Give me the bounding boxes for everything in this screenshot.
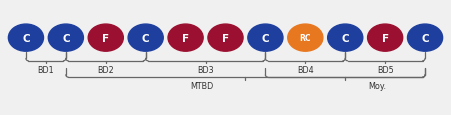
Text: C: C	[421, 33, 429, 43]
Text: RC: RC	[299, 34, 311, 43]
Text: C: C	[341, 33, 349, 43]
Ellipse shape	[368, 25, 403, 52]
Text: BD4: BD4	[297, 65, 313, 74]
Ellipse shape	[128, 25, 163, 52]
Ellipse shape	[208, 25, 243, 52]
Ellipse shape	[288, 25, 323, 52]
Ellipse shape	[248, 25, 283, 52]
Text: F: F	[102, 33, 109, 43]
Text: BD5: BD5	[377, 65, 394, 74]
Ellipse shape	[9, 25, 43, 52]
Text: C: C	[262, 33, 269, 43]
Text: F: F	[382, 33, 389, 43]
Text: BD1: BD1	[37, 65, 54, 74]
Ellipse shape	[168, 25, 203, 52]
Text: Moy.: Moy.	[368, 81, 386, 90]
Text: BD3: BD3	[197, 65, 214, 74]
Text: F: F	[182, 33, 189, 43]
Ellipse shape	[48, 25, 83, 52]
Text: BD2: BD2	[97, 65, 114, 74]
Text: C: C	[62, 33, 69, 43]
Ellipse shape	[88, 25, 123, 52]
Ellipse shape	[328, 25, 363, 52]
Ellipse shape	[408, 25, 442, 52]
Text: C: C	[142, 33, 149, 43]
Text: MTBD: MTBD	[191, 81, 214, 90]
Text: C: C	[22, 33, 30, 43]
Text: F: F	[222, 33, 229, 43]
